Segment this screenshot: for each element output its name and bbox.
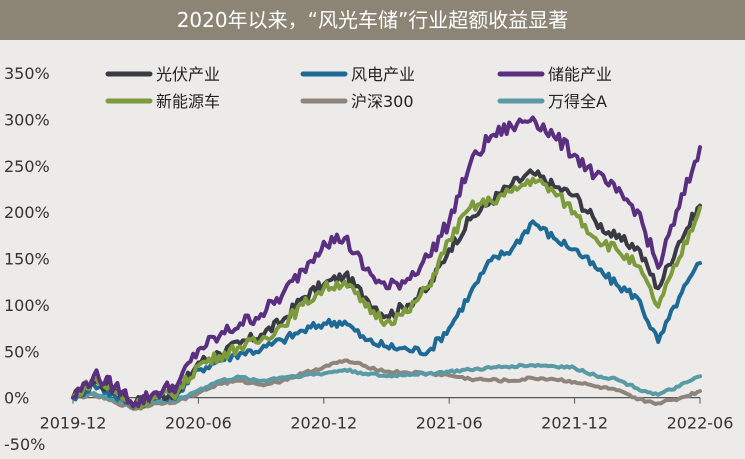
y-tick-label: 50%: [4, 342, 40, 361]
legend-label: 风电产业: [351, 65, 415, 84]
x-tick-label: 2020-12: [290, 414, 357, 433]
y-tick-label: 200%: [4, 203, 50, 222]
series-line: [71, 176, 702, 411]
legend-label: 新能源车: [156, 92, 220, 111]
y-tick-label: 300%: [4, 110, 50, 129]
x-tick-label: 2020-06: [165, 414, 232, 433]
legend-label: 光伏产业: [156, 65, 220, 84]
x-tick-label: 2019-12: [40, 414, 107, 433]
legend-label: 万得全A: [548, 92, 607, 111]
y-tick-label: 250%: [4, 157, 50, 176]
x-tick-label: 2022-06: [667, 414, 734, 433]
legend-label: 沪深300: [351, 92, 414, 111]
y-tick-label: -50%: [4, 435, 45, 454]
y-tick-label: 0%: [4, 389, 29, 408]
series-line: [71, 362, 702, 408]
legend-label: 储能产业: [548, 65, 612, 84]
x-tick-label: 2021-06: [416, 414, 483, 433]
y-tick-label: 350%: [4, 64, 50, 83]
axes: 350% 300% 250% 200% 150% 100% 50% 0% -50% 2019-12…: [4, 64, 733, 454]
y-tick-label: 150%: [4, 250, 50, 269]
chart-title: 2020年以来，“风光车储”行业超额收益显著: [0, 0, 745, 40]
y-tick-label: 100%: [4, 296, 50, 315]
x-tick-label: 2021-12: [541, 414, 608, 433]
series-line: [71, 115, 702, 409]
series-lines: [71, 115, 702, 411]
line-chart: 350% 300% 250% 200% 150% 100% 50% 0% -50% 2019-12…: [4, 64, 733, 454]
